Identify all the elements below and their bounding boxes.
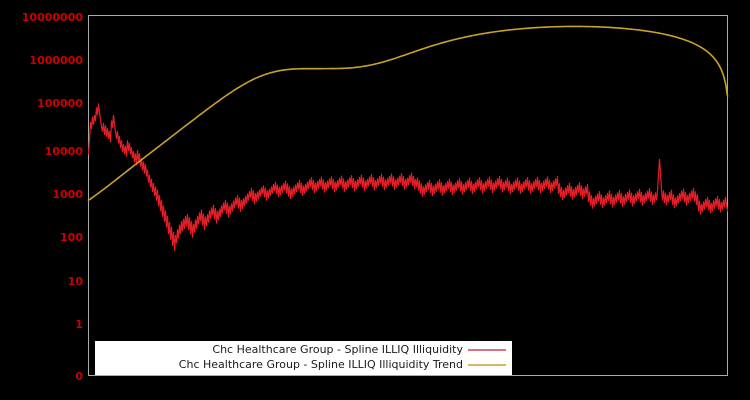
legend-background — [95, 341, 512, 375]
y-axis-tick-label: 1000000 — [29, 54, 83, 67]
data-series-group — [87, 25, 729, 252]
y-axis-tick-label: 1 — [75, 318, 83, 331]
y-axis-tick-label: 0 — [75, 370, 83, 383]
y-axis-tick-label: 100000 — [37, 97, 83, 110]
y-axis-tick-label: 100 — [60, 231, 83, 244]
y-axis-tick-label: 10 — [68, 275, 84, 288]
legend-label: Chc Healthcare Group - Spline ILLIQ Illi… — [212, 343, 463, 356]
legend-label: Chc Healthcare Group - Spline ILLIQ Illi… — [179, 358, 463, 371]
y-axis-tick-label: 10000 — [45, 145, 84, 158]
series-line — [87, 25, 729, 202]
y-axis-tick-label: 1000 — [52, 188, 83, 201]
y-axis-tick-label: 10000000 — [22, 11, 84, 24]
plot-frame — [88, 15, 728, 376]
chart-legend[interactable]: Chc Healthcare Group - Spline ILLIQ Illi… — [95, 341, 512, 375]
series-line — [87, 103, 729, 252]
